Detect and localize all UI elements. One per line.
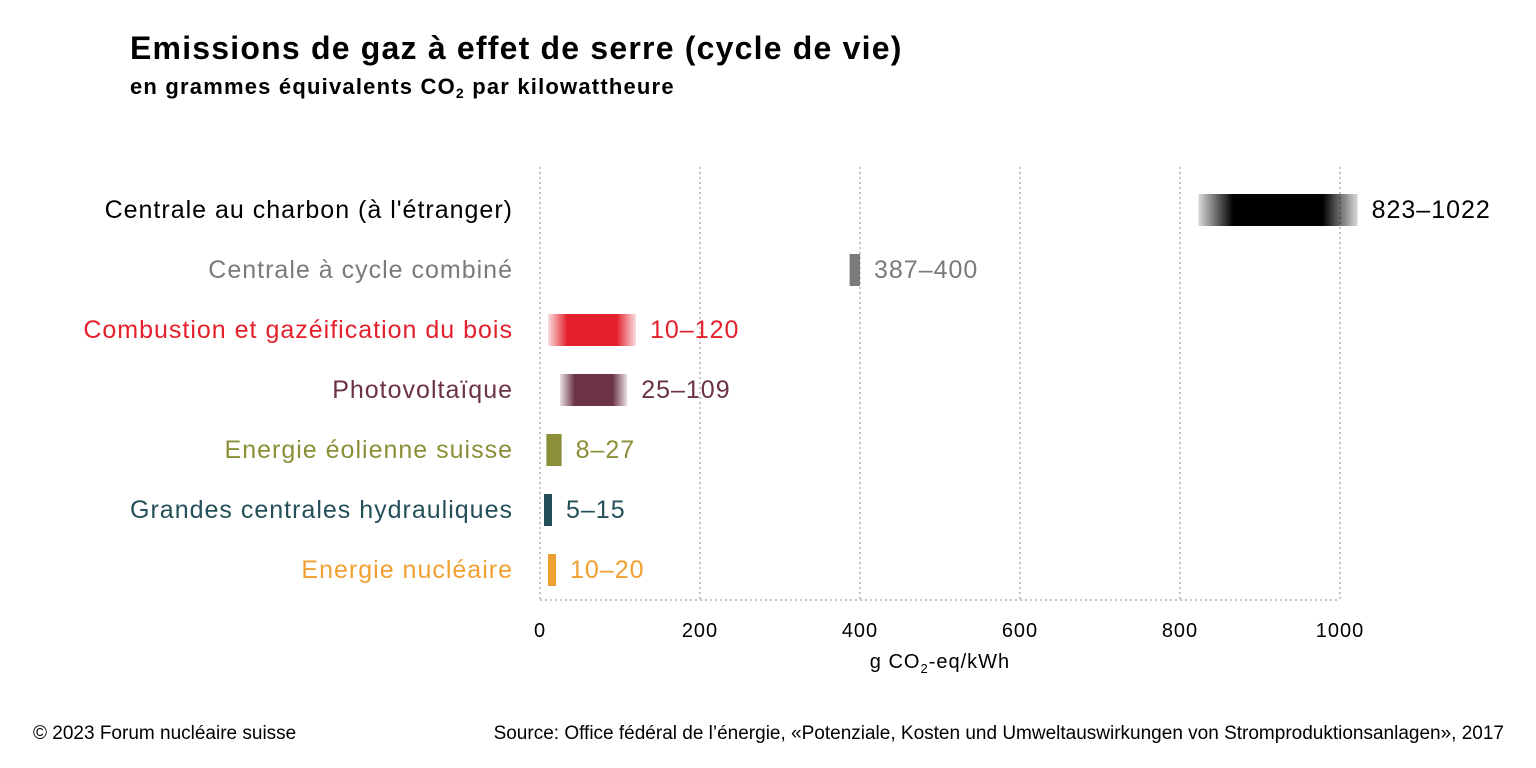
value-label: 5–15 <box>566 496 626 524</box>
grid-layer <box>539 167 1341 601</box>
source-text: Source: Office fédéral de l’énergie, «Po… <box>493 723 1504 744</box>
bars-layer <box>544 194 1358 586</box>
x-tick-label: 800 <box>1162 620 1198 642</box>
x-axis-label-subscript: 2 <box>920 661 928 676</box>
range-bar <box>849 254 860 286</box>
value-label: 10–20 <box>570 556 645 584</box>
x-axis-label-suffix: -eq/kWh <box>929 651 1010 673</box>
category-label: Grandes centrales hydrauliques <box>130 496 513 524</box>
x-axis-label-prefix: g CO <box>870 651 921 673</box>
range-bar <box>560 374 628 406</box>
range-bar <box>546 434 562 466</box>
value-label: 10–120 <box>650 316 739 344</box>
x-tick-label: 200 <box>682 620 718 642</box>
x-tick-label: 600 <box>1002 620 1038 642</box>
value-label: 25–109 <box>641 376 730 404</box>
range-bar-chart: Centrale au charbon (à l'étranger) 823–10… <box>83 167 1491 676</box>
subtitle-suffix: par kilowattheure <box>464 74 675 99</box>
range-bar <box>548 554 556 586</box>
category-label: Combustion et gazéification du bois <box>83 316 513 344</box>
range-bar <box>1198 194 1358 226</box>
category-label: Centrale au charbon (à l'étranger) <box>105 196 513 224</box>
labels-layer: Centrale au charbon (à l'étranger) 823–10… <box>83 196 1491 584</box>
range-bar <box>548 314 636 346</box>
x-tick-label: 0 <box>534 620 546 642</box>
x-axis-label: g CO2-eq/kWh <box>870 651 1010 676</box>
category-label: Energie éolienne suisse <box>225 436 513 464</box>
value-label: 8–27 <box>576 436 636 464</box>
chart-subtitle: en grammes équivalents CO2 par kilowatth… <box>130 74 675 101</box>
x-tick-label: 400 <box>842 620 878 642</box>
subtitle-prefix: en grammes équivalents CO <box>130 74 456 99</box>
category-label: Photovoltaïque <box>332 376 513 404</box>
x-axis: g CO2-eq/kWh 0 200 400 600 800 1000 <box>534 620 1365 676</box>
category-label: Energie nucléaire <box>301 556 513 584</box>
x-tick-label: 1000 <box>1316 620 1365 642</box>
subtitle-subscript: 2 <box>455 85 465 101</box>
copyright-text: © 2023 Forum nucléaire suisse <box>33 723 297 744</box>
value-label: 823–1022 <box>1372 196 1491 224</box>
value-label: 387–400 <box>874 256 978 284</box>
range-bar <box>544 494 552 526</box>
category-label: Centrale à cycle combiné <box>208 256 513 284</box>
chart-title: Emissions de gaz à effet de serre (cycle… <box>130 30 903 66</box>
